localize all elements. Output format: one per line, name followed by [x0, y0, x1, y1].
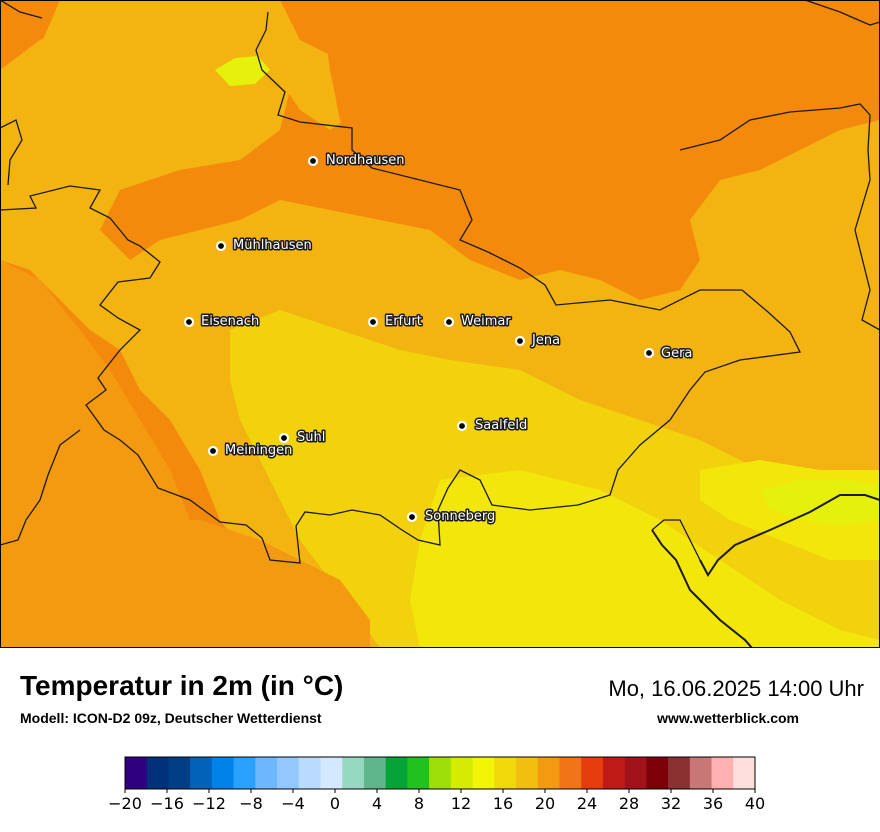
- legend-swatch: [146, 757, 169, 789]
- legend-swatch: [277, 757, 300, 789]
- legend-swatch: [711, 757, 734, 789]
- legend-swatch: [668, 757, 691, 789]
- city-dot-eisenach: [183, 316, 195, 328]
- temperature-zone-lime-east: [760, 480, 880, 525]
- state-border-northeast: [804, 0, 880, 26]
- state-border-east: [679, 103, 880, 331]
- legend-tick-label: −12: [192, 794, 226, 813]
- temperature-map: Nordhausen Mühlhausen Eisenach Erfurt We…: [0, 0, 880, 648]
- legend-swatch: [342, 757, 365, 789]
- legend-swatch: [450, 757, 473, 789]
- website-link[interactable]: www.wetterblick.com: [657, 710, 799, 726]
- legend-swatch: [537, 757, 560, 789]
- temperature-zone-yellow-south: [410, 470, 880, 648]
- city-label-meiningen: Meiningen: [225, 443, 292, 458]
- legend-tick-label: 36: [703, 794, 723, 813]
- national-border-czechia-east: [699, 494, 880, 577]
- legend-swatch: [472, 757, 495, 789]
- legend-tick-label: −16: [150, 794, 184, 813]
- city-label-suhl: Suhl: [297, 430, 325, 445]
- city-label-jena: Jena: [531, 333, 560, 348]
- legend-swatch: [689, 757, 712, 789]
- legend-swatch: [646, 757, 669, 789]
- city-dot-nordhausen: [307, 155, 319, 167]
- legend-swatch: [168, 757, 191, 789]
- state-border-north: [0, 0, 43, 19]
- city-dot-meiningen: [207, 445, 219, 457]
- legend-tick-label: −4: [281, 794, 305, 813]
- national-border-czechia: [651, 529, 753, 648]
- legend-swatch: [190, 757, 213, 789]
- legend-tick-label: 4: [372, 794, 382, 813]
- legend-swatch: [624, 757, 647, 789]
- state-border-west: [0, 119, 23, 186]
- legend-tick-label: 12: [451, 794, 471, 813]
- legend-frame: [124, 756, 756, 790]
- legend-tick-label: 40: [745, 794, 765, 813]
- map-canvas: Nordhausen Mühlhausen Eisenach Erfurt We…: [0, 0, 880, 648]
- temperature-zone-amber-north: [30, 0, 360, 130]
- model-info: Modell: ICON-D2 09z, Deutscher Wetterdie…: [20, 710, 322, 726]
- city-label-weimar: Weimar: [461, 314, 511, 329]
- legend-swatch: [559, 757, 582, 789]
- footer-panel: [0, 648, 880, 830]
- legend-swatch: [125, 757, 148, 789]
- city-label-sonneberg: Sonneberg: [425, 509, 495, 524]
- state-border-southwest: [0, 429, 81, 546]
- legend-swatch: [233, 757, 256, 789]
- legend-swatch: [602, 757, 625, 789]
- temperature-zone-lime-north: [215, 56, 270, 86]
- temperature-zone-orange-southwest: [120, 520, 370, 648]
- city-dot-suhl: [278, 432, 290, 444]
- city-label-saalfeld: Saalfeld: [475, 418, 527, 433]
- map-title: Temperatur in 2m (in °C): [20, 670, 344, 701]
- legend-tick-label: 8: [414, 794, 424, 813]
- temperature-zone-orange-north: [320, 0, 880, 250]
- legend-swatch: [733, 757, 756, 789]
- legend-tick-label: 20: [535, 794, 555, 813]
- legend-tick-label: 16: [493, 794, 513, 813]
- legend-tick-label: 32: [661, 794, 681, 813]
- legend-swatch: [516, 757, 539, 789]
- city-label-eisenach: Eisenach: [201, 314, 259, 329]
- legend-swatch: [211, 757, 234, 789]
- legend-swatch: [581, 757, 604, 789]
- legend-swatch: [407, 757, 430, 789]
- legend-swatch: [429, 757, 452, 789]
- city-dot-gera: [643, 347, 655, 359]
- city-markers: Nordhausen Mühlhausen Eisenach Erfurt We…: [183, 152, 694, 526]
- forecast-datetime: Mo, 16.06.2025 14:00 Uhr: [608, 676, 864, 701]
- legend-swatch: [320, 757, 343, 789]
- legend-swatch: [298, 757, 321, 789]
- state-border-thuringia: [0, 11, 801, 564]
- state-borders: [0, 0, 880, 648]
- legend-tick-label: −20: [108, 794, 142, 813]
- city-label-muehlhausen: Mühlhausen: [233, 238, 312, 253]
- legend-swatch: [494, 757, 517, 789]
- legend-tick-label: 0: [330, 794, 340, 813]
- legend-swatch: [385, 757, 408, 789]
- color-legend: −20 −16 −12 −8 −4 0 4 8 12 16 20 24 28 32 36 40: [100, 755, 780, 827]
- city-dot-weimar: [443, 316, 455, 328]
- legend-tick-label: 24: [577, 794, 597, 813]
- city-label-erfurt: Erfurt: [385, 314, 422, 329]
- city-label-gera: Gera: [661, 346, 692, 361]
- legend-colorbar: −20 −16 −12 −8 −4 0 4 8 12 16 20 24 28 32 36 40: [108, 756, 765, 813]
- legend-tick-label: −8: [239, 794, 263, 813]
- city-dot-saalfeld: [456, 420, 468, 432]
- city-label-nordhausen: Nordhausen: [326, 153, 405, 168]
- state-border-saxony: [651, 519, 701, 561]
- legend-swatch: [255, 757, 278, 789]
- legend-swatch: [363, 757, 386, 789]
- city-dot-jena: [514, 335, 526, 347]
- city-dot-muehlhausen: [215, 240, 227, 252]
- city-dot-erfurt: [367, 316, 379, 328]
- legend-tick-label: 28: [619, 794, 639, 813]
- city-dot-sonneberg: [406, 511, 418, 523]
